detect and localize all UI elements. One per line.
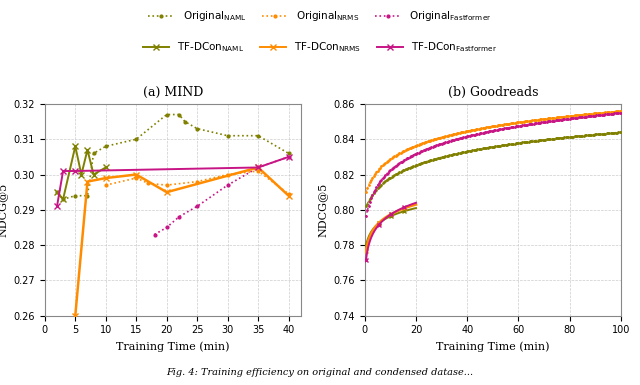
- Y-axis label: NDCG@5: NDCG@5: [318, 183, 328, 237]
- Title: (b) Goodreads: (b) Goodreads: [447, 85, 538, 99]
- X-axis label: Training Time (min): Training Time (min): [116, 341, 230, 352]
- Y-axis label: NDCG@5: NDCG@5: [0, 183, 8, 237]
- Text: Fig. 4: Training efficiency on original and condensed datase...: Fig. 4: Training efficiency on original …: [166, 368, 474, 377]
- X-axis label: Training Time (min): Training Time (min): [436, 341, 550, 352]
- Legend: TF-DCon$_\mathregular{NAML}$, TF-DCon$_\mathregular{NRMS}$, TF-DCon$_\mathregula: TF-DCon$_\mathregular{NAML}$, TF-DCon$_\…: [138, 36, 502, 58]
- Legend: Original$_\mathregular{NAML}$, Original$_\mathregular{NRMS}$, Original$_\mathreg: Original$_\mathregular{NAML}$, Original$…: [144, 5, 496, 28]
- Title: (a) MIND: (a) MIND: [143, 85, 203, 99]
